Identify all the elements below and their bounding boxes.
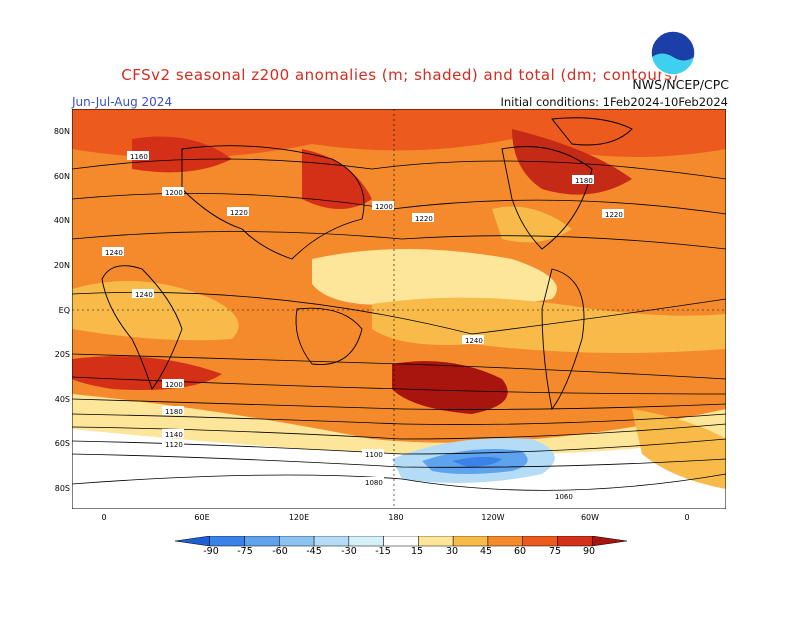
anomaly-region bbox=[632, 409, 726, 489]
lat-label: EQ bbox=[58, 306, 70, 315]
lon-label: 0 bbox=[684, 513, 690, 522]
lat-label: 60N bbox=[53, 172, 70, 181]
anomaly-map: 1160 1200 1220 1240 1240 1200 1220 1180 … bbox=[72, 109, 726, 509]
lat-label: 40S bbox=[54, 395, 70, 404]
contour-label: 1220 bbox=[605, 211, 623, 219]
anomaly-region bbox=[392, 361, 508, 414]
colorbar-swatch bbox=[591, 536, 627, 547]
contour-label: 1080 bbox=[365, 479, 383, 487]
colorbar-swatch bbox=[522, 536, 558, 547]
grid-lines bbox=[72, 109, 726, 509]
contour-label: 1240 bbox=[105, 249, 123, 257]
contour-label: 1220 bbox=[230, 209, 248, 217]
contour-label: 1120 bbox=[165, 441, 183, 449]
contour-label: 1240 bbox=[135, 291, 153, 299]
contour-label: 1240 bbox=[465, 337, 483, 345]
colorbar-label: 15 bbox=[410, 546, 424, 557]
colorbar-swatch bbox=[244, 536, 280, 547]
contour-label: 1180 bbox=[575, 177, 593, 185]
lat-label: 20S bbox=[54, 350, 70, 359]
contour-label: 1060 bbox=[555, 493, 573, 501]
anomaly-region bbox=[492, 206, 572, 243]
colorbar-label: -15 bbox=[375, 546, 391, 557]
lon-label: 180 bbox=[388, 513, 404, 522]
anomaly-region bbox=[372, 297, 726, 353]
anomaly-region bbox=[72, 281, 239, 341]
coastlines bbox=[101, 117, 633, 411]
anomaly-region bbox=[512, 129, 632, 195]
lon-label: 0 bbox=[101, 513, 107, 522]
colorbar-label: 30 bbox=[445, 546, 459, 557]
lat-label: 20N bbox=[53, 261, 70, 270]
contour-label: 1100 bbox=[365, 451, 383, 459]
contour-label: 1180 bbox=[165, 408, 183, 416]
initial-conditions-label: Initial conditions: 1Feb2024-10Feb2024 bbox=[500, 95, 728, 109]
lat-label: 60S bbox=[54, 439, 70, 448]
lat-label: 80S bbox=[54, 484, 70, 493]
lat-label: 40N bbox=[53, 216, 70, 225]
colorbar-swatch bbox=[175, 536, 211, 547]
colorbar-swatch bbox=[487, 536, 523, 547]
contour-label: 1140 bbox=[165, 431, 183, 439]
contour-label: 1160 bbox=[130, 153, 148, 161]
colorbar-swatch bbox=[209, 536, 245, 547]
chart-title: CFSv2 seasonal z200 anomalies (m; shaded… bbox=[121, 66, 679, 84]
lat-label: 80N bbox=[53, 127, 70, 136]
contour-label: 1200 bbox=[375, 203, 393, 211]
lon-label: 60W bbox=[580, 513, 600, 522]
colorbar-swatch bbox=[313, 536, 350, 547]
colorbar-label: -30 bbox=[341, 546, 357, 557]
anomaly-region bbox=[302, 149, 372, 209]
colorbar-swatch bbox=[557, 536, 593, 547]
colorbar-swatch bbox=[418, 536, 454, 547]
colorbar-swatch bbox=[348, 536, 384, 547]
season-label: Jun-Jul-Aug 2024 bbox=[72, 95, 173, 109]
colorbar-swatch bbox=[279, 536, 315, 547]
colorbar-label: -45 bbox=[306, 546, 322, 557]
colorbar-label: 60 bbox=[513, 546, 527, 557]
contour-label: 1200 bbox=[165, 381, 183, 389]
colorbar-label: -60 bbox=[272, 546, 288, 557]
anomaly-region bbox=[452, 456, 502, 467]
noaa-logo-icon bbox=[650, 30, 696, 76]
colorbar-swatch bbox=[383, 536, 419, 547]
contour-label: 1200 bbox=[165, 189, 183, 197]
anomaly-region bbox=[312, 249, 557, 306]
contour-label-group: 1160 1200 1220 1240 1240 1200 1220 1180 … bbox=[102, 151, 624, 501]
colorbar bbox=[175, 536, 627, 547]
lon-label: 120W bbox=[481, 513, 505, 522]
contour-label: 1220 bbox=[415, 215, 433, 223]
colorbar-label: 90 bbox=[582, 546, 596, 557]
lon-label: 60E bbox=[194, 513, 210, 522]
agency-label: NWS/NCEP/CPC bbox=[632, 77, 729, 92]
colorbar-label: -75 bbox=[237, 546, 253, 557]
lon-label: 120E bbox=[288, 513, 310, 522]
colorbar-label: 45 bbox=[479, 546, 493, 557]
colorbar-label: 75 bbox=[548, 546, 562, 557]
colorbar-label: -90 bbox=[203, 546, 219, 557]
colorbar-swatch bbox=[452, 536, 489, 547]
